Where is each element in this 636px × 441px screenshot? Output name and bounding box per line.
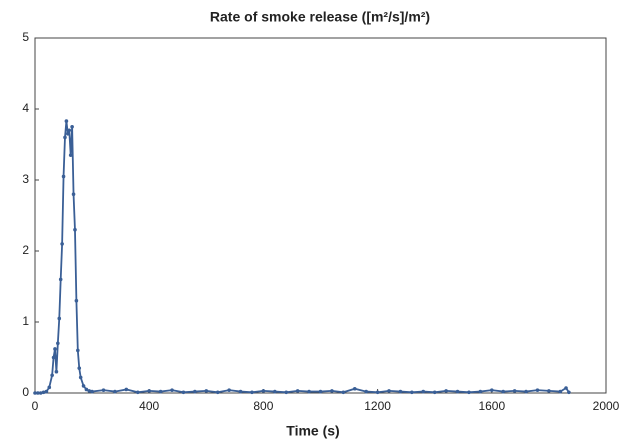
point-marker [547, 389, 551, 393]
point-marker [535, 388, 540, 392]
point-marker [77, 366, 82, 370]
point-marker [53, 347, 57, 351]
point-marker [387, 389, 391, 393]
point-marker [73, 227, 77, 232]
point-marker [70, 124, 74, 129]
point-marker [74, 298, 79, 303]
x-tick-label: 1600 [478, 399, 505, 413]
point-marker [50, 373, 54, 378]
point-marker [478, 389, 483, 394]
point-marker [512, 389, 517, 393]
point-marker [158, 389, 163, 394]
x-tick-label: 1200 [364, 399, 391, 413]
point-marker [71, 192, 76, 196]
point-marker [124, 387, 129, 392]
point-marker [61, 174, 66, 179]
x-axis-label: Time (s) [286, 423, 339, 439]
point-marker [558, 389, 563, 394]
point-marker [68, 153, 73, 157]
point-marker [410, 390, 414, 395]
series-line [35, 120, 570, 394]
point-marker [81, 384, 86, 388]
plot-frame [34, 37, 607, 394]
x-tick-label: 400 [139, 399, 159, 413]
point-marker [295, 389, 300, 393]
y-tick-label: 5 [22, 30, 29, 44]
x-tick-label: 0 [32, 399, 39, 413]
point-marker [33, 391, 37, 395]
point-marker [44, 389, 49, 394]
point-marker [307, 389, 311, 394]
point-marker [51, 355, 56, 360]
point-marker [398, 389, 403, 394]
y-tick-label: 4 [22, 101, 29, 115]
point-marker [84, 387, 89, 392]
point-marker [238, 389, 243, 394]
point-marker [215, 390, 220, 395]
point-marker [135, 390, 140, 395]
point-marker [54, 369, 59, 374]
point-marker [57, 316, 62, 321]
chart-title: Rate of smoke release ([m²/s]/m²) [210, 9, 430, 25]
point-marker [38, 391, 43, 395]
point-marker [341, 390, 346, 395]
point-marker [147, 389, 151, 393]
point-marker [41, 390, 46, 395]
y-tick-label: 3 [22, 172, 29, 186]
point-marker [181, 390, 186, 395]
point-marker [455, 389, 460, 394]
point-marker [567, 390, 571, 395]
y-tick-label: 0 [22, 385, 29, 399]
point-marker [364, 389, 368, 394]
point-marker [76, 348, 80, 353]
point-marker [63, 135, 67, 140]
point-marker [432, 390, 437, 395]
point-marker [524, 389, 528, 394]
point-marker [421, 389, 426, 394]
point-marker [64, 119, 69, 123]
point-marker [375, 390, 380, 395]
point-marker [501, 389, 506, 394]
point-marker [170, 388, 174, 392]
x-tick-label: 2000 [593, 399, 620, 413]
point-marker [227, 388, 231, 392]
point-marker [564, 386, 568, 390]
y-tick-label: 1 [22, 314, 29, 328]
point-marker [318, 389, 323, 394]
point-marker [284, 390, 289, 395]
point-marker [273, 389, 277, 394]
point-marker [101, 388, 106, 392]
point-marker [90, 389, 94, 394]
x-tick-label: 800 [253, 399, 273, 413]
point-marker [67, 128, 72, 133]
point-marker [193, 389, 197, 394]
point-marker [36, 391, 40, 395]
y-tick-label: 2 [22, 243, 29, 257]
point-marker [261, 389, 266, 393]
point-marker [113, 389, 117, 394]
point-marker [60, 242, 64, 246]
point-marker [78, 375, 83, 380]
point-marker [467, 390, 471, 395]
point-marker [250, 390, 254, 395]
point-marker [352, 386, 357, 391]
point-marker [47, 385, 52, 390]
point-marker [330, 389, 334, 393]
point-marker [490, 388, 494, 392]
point-marker [444, 389, 448, 393]
point-marker [66, 132, 70, 136]
point-marker [58, 277, 63, 282]
point-marker [56, 341, 60, 346]
point-marker [87, 389, 92, 393]
point-marker [204, 389, 209, 393]
